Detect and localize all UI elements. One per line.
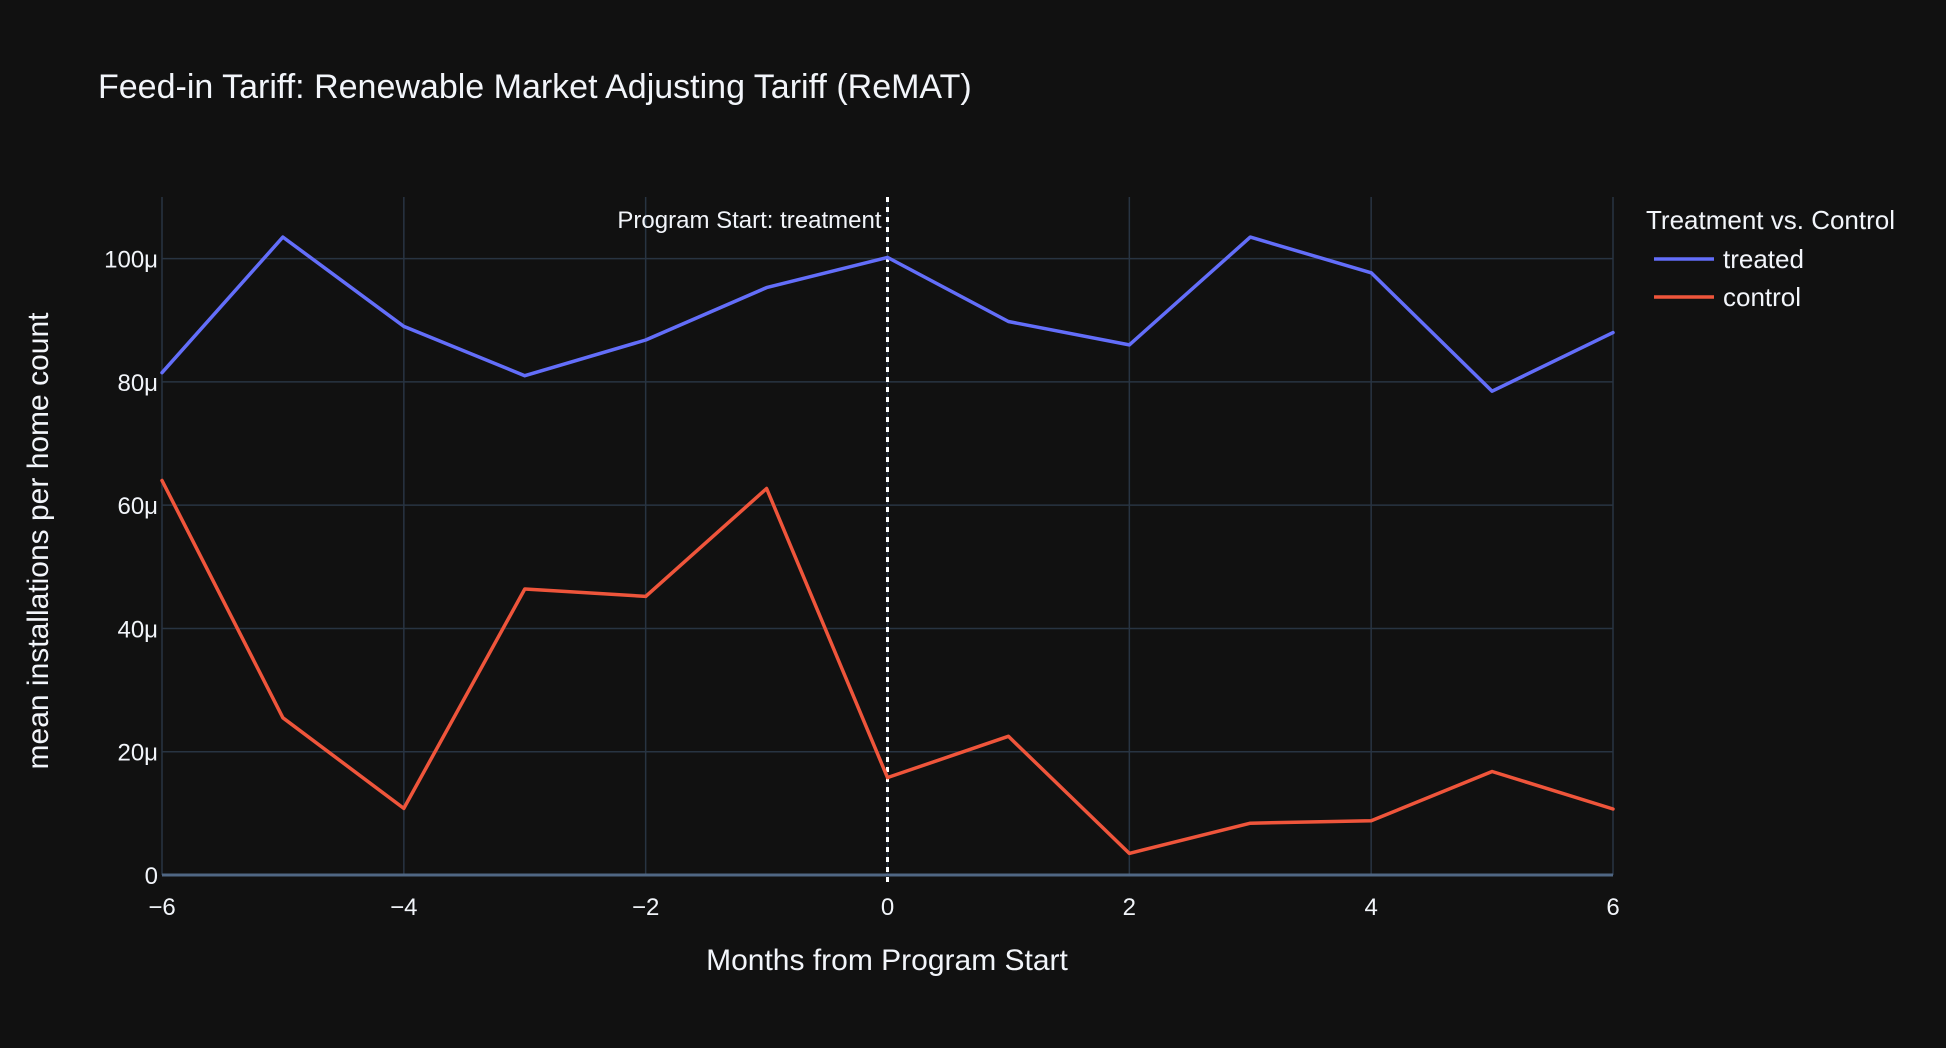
point-control-11[interactable] [1489, 768, 1495, 774]
legend-item-treated[interactable]: treated [1654, 244, 1804, 274]
point-control-4[interactable] [643, 593, 649, 599]
x-tick-label: −4 [390, 894, 417, 921]
point-treated-0[interactable] [159, 370, 165, 376]
x-axis-label: Months from Program Start [706, 944, 1068, 977]
y-tick-label: 40μ [117, 616, 158, 643]
x-tick-label: 4 [1364, 894, 1377, 921]
point-control-9[interactable] [1247, 820, 1253, 826]
y-tick-labels: 0 20μ 40μ 60μ 80μ 100μ [104, 247, 158, 890]
annotation-layer: Program Start: treatment [617, 197, 889, 885]
chart-title: Feed-in Tariff: Renewable Market Adjusti… [98, 68, 972, 106]
series-line-control[interactable] [160, 478, 1615, 856]
legend-title: Treatment vs. Control [1646, 205, 1895, 235]
legend[interactable]: Treatment vs. Control treated control [1646, 205, 1895, 312]
series-layer [159, 234, 1616, 856]
series-line-treated[interactable] [160, 235, 1615, 393]
point-treated-9[interactable] [1247, 234, 1253, 240]
y-tick-label: 100μ [104, 247, 158, 274]
point-control-6[interactable] [885, 775, 891, 781]
point-treated-11[interactable] [1489, 388, 1495, 394]
legend-item-control[interactable]: control [1654, 282, 1801, 312]
point-control-1[interactable] [280, 715, 286, 721]
point-treated-4[interactable] [643, 337, 649, 343]
y-tick-label: 20μ [117, 740, 158, 767]
legend-label-treated: treated [1723, 244, 1804, 274]
x-tick-label: 0 [881, 894, 894, 921]
point-treated-12[interactable] [1610, 330, 1616, 336]
y-tick-label: 80μ [117, 370, 158, 397]
point-control-5[interactable] [764, 486, 770, 492]
x-tick-label: 2 [1123, 894, 1136, 921]
point-control-12[interactable] [1610, 806, 1616, 812]
point-treated-1[interactable] [280, 234, 286, 240]
program-start-annotation: Program Start: treatment [617, 207, 881, 234]
point-treated-10[interactable] [1368, 270, 1374, 276]
point-control-2[interactable] [401, 805, 407, 811]
point-treated-5[interactable] [764, 285, 770, 291]
point-treated-6[interactable] [885, 254, 891, 260]
x-tick-label: 6 [1606, 894, 1619, 921]
point-treated-7[interactable] [1005, 319, 1011, 325]
legend-label-control: control [1723, 282, 1801, 312]
point-control-8[interactable] [1126, 850, 1132, 856]
y-tick-label: 0 [145, 863, 158, 890]
y-tick-label: 60μ [117, 493, 158, 520]
point-treated-8[interactable] [1126, 342, 1132, 348]
x-tick-label: −2 [632, 894, 659, 921]
x-tick-label: −6 [148, 894, 175, 921]
x-tick-labels: −6 −4 −2 0 2 4 6 [148, 894, 1619, 921]
y-axis-label: mean installations per home count [22, 312, 55, 770]
point-control-7[interactable] [1005, 733, 1011, 739]
point-control-0[interactable] [159, 478, 165, 484]
point-control-10[interactable] [1368, 818, 1374, 824]
point-control-3[interactable] [522, 586, 528, 592]
point-treated-3[interactable] [522, 373, 528, 379]
point-treated-2[interactable] [401, 323, 407, 329]
